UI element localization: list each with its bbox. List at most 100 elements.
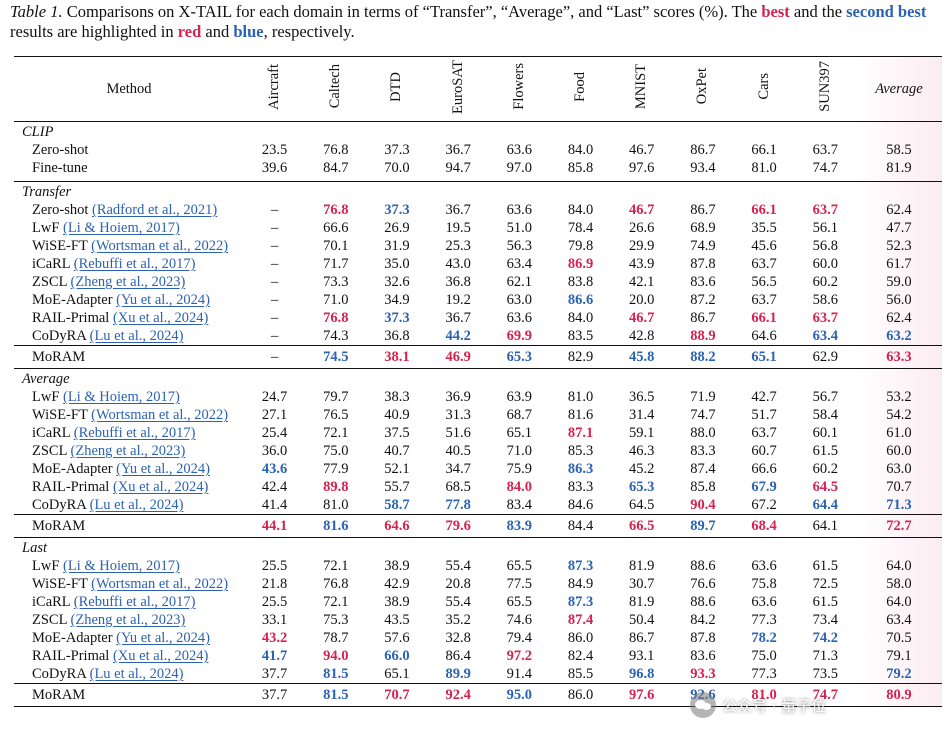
score-cell: 58.4 <box>812 407 838 423</box>
score-cell: 37.7 <box>261 666 288 682</box>
method-name: ZSCL <box>32 443 71 459</box>
score-cell: 24.7 <box>261 389 288 405</box>
score-cell: 79.7 <box>323 389 349 405</box>
citation-link[interactable]: (Yu et al., 2024) <box>116 630 210 646</box>
method-name: MoE-Adapter <box>32 461 117 477</box>
method-cell: MoE-Adapter (Yu et al., 2024) <box>14 460 244 478</box>
score-cell: 86.7 <box>629 630 655 646</box>
citation-link[interactable]: (Xu et al., 2024) <box>112 648 209 664</box>
score-cell: 84.4 <box>549 514 612 538</box>
domain-header: Caltech <box>305 57 367 122</box>
citation-link[interactable]: (Lu et al., 2024) <box>89 666 184 682</box>
section-header-row: Average <box>14 368 942 388</box>
method-cell: ZSCL (Zheng et al., 2023) <box>14 611 244 629</box>
caption-blue-word: blue <box>233 22 264 41</box>
score-cell: 63.4 <box>506 256 533 272</box>
score-cell: 86.7 <box>690 310 716 326</box>
citation-link[interactable]: (Xu et al., 2024) <box>112 310 209 326</box>
citation-link[interactable]: (Rebuffi et al., 2017) <box>73 594 196 610</box>
score-cell: 63.9 <box>506 389 533 405</box>
average-cell: 63.3 <box>855 345 942 369</box>
score-cell: 60.2 <box>812 274 838 290</box>
section-title: Transfer <box>14 181 942 201</box>
citation-link[interactable]: (Radford et al., 2021) <box>92 202 218 218</box>
citation-link[interactable]: (Li & Hoiem, 2017) <box>63 220 180 236</box>
score-cell: 25.3 <box>445 238 471 254</box>
score-cell: 94.7 <box>445 160 471 176</box>
citation-link[interactable]: (Rebuffi et al., 2017) <box>73 425 196 441</box>
score-cell: 86.7 <box>690 142 716 158</box>
table-row: WiSE-FT (Wortsman et al., 2022) 21.8 76.8 4… <box>14 575 942 593</box>
method-name: iCaRL <box>32 256 74 272</box>
score-cell: 56.1 <box>812 220 838 236</box>
method-name: WiSE-FT <box>32 576 92 592</box>
score-cell: 63.7 <box>751 292 777 308</box>
score-cell: 74.9 <box>690 238 716 254</box>
average-cell: 64.0 <box>886 558 912 574</box>
score-cell: 59.1 <box>629 425 655 441</box>
score-cell: 77.3 <box>751 612 777 628</box>
score-cell: 74.2 <box>812 630 838 646</box>
citation-link[interactable]: (Wortsman et al., 2022) <box>91 576 229 592</box>
method-cell: MoRAM <box>14 514 245 538</box>
score-cell: 63.7 <box>812 310 838 326</box>
score-cell: 79.8 <box>567 238 594 254</box>
average-cell: 58.5 <box>886 142 912 158</box>
method-cell: ZSCL (Zheng et al., 2023) <box>14 442 244 460</box>
moram-row: MoRAM –74.5 38.1 46.9 65.3 82.9 45.8 88.2 65.1 62… <box>14 345 942 369</box>
score-cell: 63.6 <box>751 594 777 610</box>
method-name: LwF <box>32 389 64 405</box>
citation-link[interactable]: (Rebuffi et al., 2017) <box>73 256 196 272</box>
section-header-row: CLIP <box>14 122 942 142</box>
score-cell: 35.2 <box>445 612 471 628</box>
score-cell: 83.6 <box>690 274 716 290</box>
score-cell: 76.8 <box>323 142 349 158</box>
citation-link[interactable]: (Xu et al., 2024) <box>112 479 209 495</box>
score-cell: 88.6 <box>690 558 716 574</box>
table-row: WiSE-FT (Wortsman et al., 2022) 27.1 76.5 4… <box>14 406 942 424</box>
score-cell: 68.7 <box>506 407 533 423</box>
citation-link[interactable]: (Li & Hoiem, 2017) <box>63 389 180 405</box>
score-cell: 56.3 <box>506 238 533 254</box>
score-cell: 70.0 <box>384 160 410 176</box>
score-cell: 74.6 <box>506 612 533 628</box>
citation-link[interactable]: (Zheng et al., 2023) <box>70 612 186 628</box>
section-title: CLIP <box>22 123 54 140</box>
citation-link[interactable]: (Yu et al., 2024) <box>116 461 210 477</box>
method-cell: RAIL-Primal (Xu et al., 2024) <box>14 309 244 327</box>
method-name: ZSCL <box>32 612 71 628</box>
score-cell: 71.3 <box>812 648 838 664</box>
citation-link[interactable]: (Zheng et al., 2023) <box>70 274 186 290</box>
score-cell: 31.9 <box>384 238 410 254</box>
results-table: Method Aircraft Caltech DTD EuroSAT Flow… <box>14 56 942 707</box>
score-cell: – <box>270 202 279 218</box>
score-cell: 37.5 <box>384 425 410 441</box>
average-cell: 80.9 <box>855 683 942 706</box>
score-cell: 35.0 <box>384 256 410 272</box>
citation-link[interactable]: (Wortsman et al., 2022) <box>91 238 229 254</box>
score-cell: 89.9 <box>445 666 471 682</box>
citation-link[interactable]: (Li & Hoiem, 2017) <box>63 558 180 574</box>
score-cell: 51.0 <box>506 220 533 236</box>
score-cell: 93.3 <box>690 666 716 682</box>
citation-link[interactable]: (Wortsman et al., 2022) <box>91 407 229 423</box>
method-cell: WiSE-FT (Wortsman et al., 2022) <box>14 406 244 424</box>
score-cell: 84.6 <box>567 497 594 513</box>
citation-link[interactable]: (Lu et al., 2024) <box>89 497 184 513</box>
score-cell: 87.4 <box>567 612 594 628</box>
score-cell: 86.9 <box>567 256 594 272</box>
score-cell: 91.4 <box>506 666 533 682</box>
caption-best-word: best <box>761 2 790 21</box>
score-cell: 42.4 <box>261 479 288 495</box>
average-cell: 61.0 <box>886 425 912 441</box>
citation-link[interactable]: (Lu et al., 2024) <box>89 328 184 344</box>
score-cell: 34.9 <box>384 292 410 308</box>
score-cell: – <box>270 220 279 236</box>
citation-link[interactable]: (Yu et al., 2024) <box>116 292 210 308</box>
score-cell: 72.5 <box>812 576 838 592</box>
score-cell: 68.9 <box>690 220 716 236</box>
citation-link[interactable]: (Zheng et al., 2023) <box>70 443 186 459</box>
score-cell: 63.7 <box>751 256 777 272</box>
score-cell: 61.5 <box>812 594 838 610</box>
score-cell: 76.5 <box>323 407 349 423</box>
